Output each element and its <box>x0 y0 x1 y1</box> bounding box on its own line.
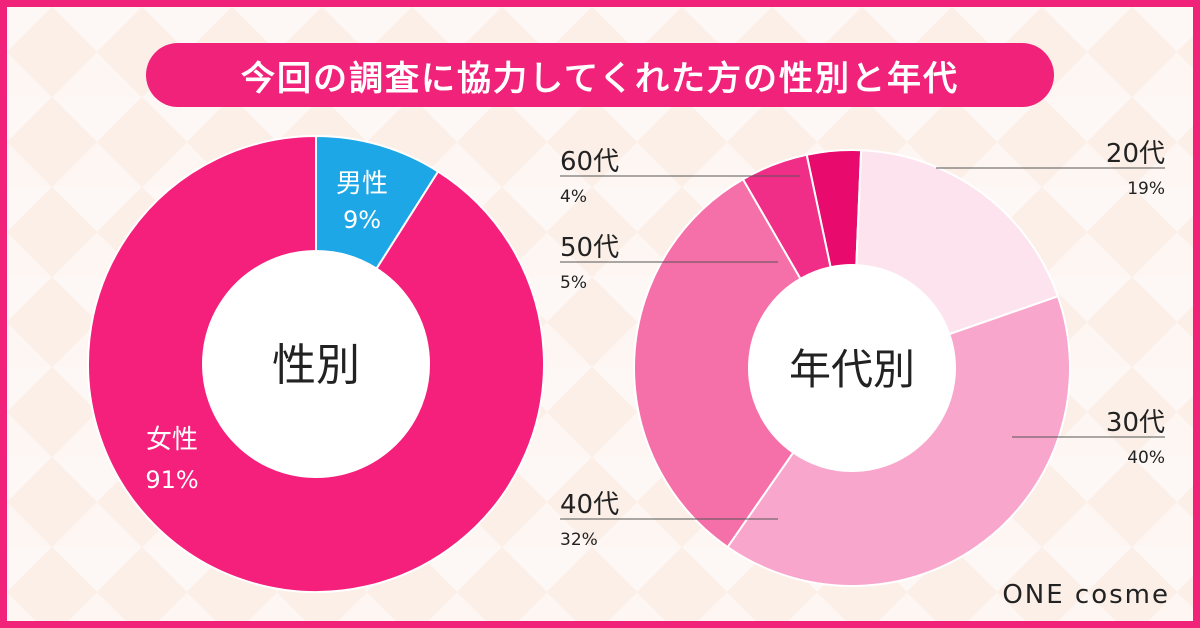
female-label: 女性 <box>146 425 198 455</box>
age-donut-chart: 年代別 20代 19% 30代 40% 40代 32% 50代 5% 60代 4% <box>560 139 1165 587</box>
age-percent-40s: 32% <box>560 530 598 550</box>
male-label: 男性 <box>336 169 388 199</box>
age-percent-50s: 5% <box>560 273 587 293</box>
male-percent: 9% <box>343 206 381 234</box>
age-label-30s: 30代 <box>1106 408 1165 438</box>
female-percent: 91% <box>145 466 198 494</box>
age-donut-hole <box>749 265 955 471</box>
gender-donut-chart: 性別 男性 9% 女性 91% <box>87 134 545 593</box>
gender-donut-hole <box>203 251 429 477</box>
age-percent-60s: 4% <box>560 187 587 207</box>
brand-logo: ONE cosme <box>1002 580 1170 610</box>
age-percent-30s: 40% <box>1127 448 1165 468</box>
age-percent-20s: 19% <box>1127 179 1165 199</box>
age-label-60s: 60代 <box>560 147 619 177</box>
age-label-50s: 50代 <box>560 233 619 263</box>
age-label-40s: 40代 <box>560 490 619 520</box>
age-label-20s: 20代 <box>1106 139 1165 169</box>
gender-center-label: 性別 <box>272 340 360 391</box>
age-center-label: 年代別 <box>789 345 915 394</box>
page-title: 今回の調査に協力してくれた方の性別と年代 <box>146 43 1054 107</box>
